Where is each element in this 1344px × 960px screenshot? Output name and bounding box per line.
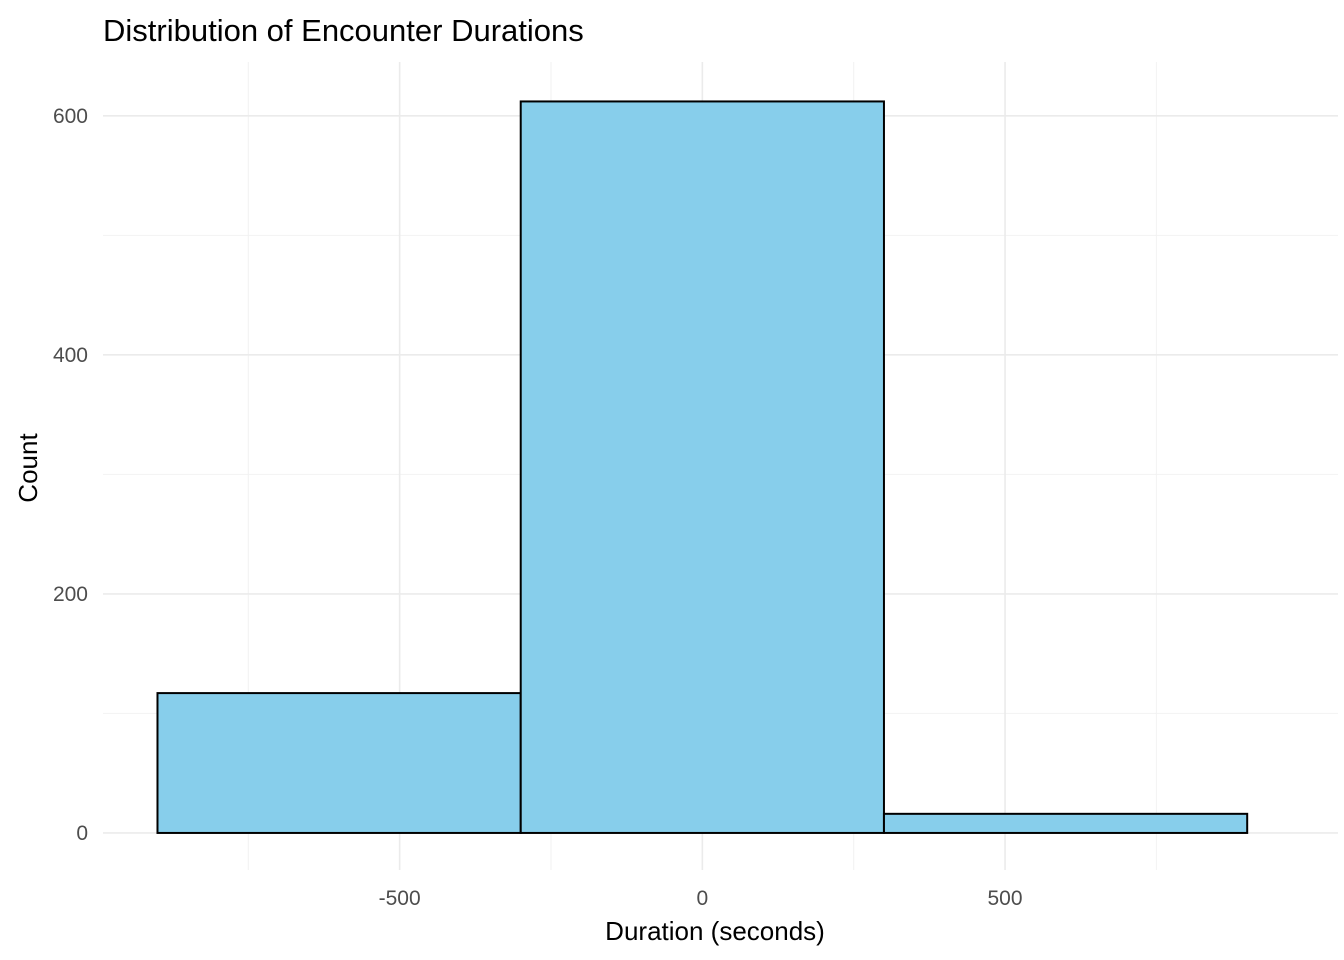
histogram-bar (882, 812, 1249, 834)
histogram-bar (156, 692, 522, 834)
x-tick-label: 500 (988, 887, 1023, 910)
chart-title: Distribution of Encounter Durations (103, 13, 584, 48)
y-tick-label: 200 (53, 583, 88, 606)
x-axis-title: Duration (seconds) (605, 916, 825, 946)
y-axis-title: Count (13, 433, 43, 503)
x-tick-label: 0 (696, 887, 708, 910)
y-tick-label: 400 (53, 344, 88, 367)
y-tick-label: 0 (76, 822, 88, 845)
tick-labels: 0 200 400 600 -500 0 500 (53, 105, 1023, 910)
histogram-bars (156, 100, 1249, 834)
x-tick-label: -500 (379, 887, 421, 910)
y-tick-label: 600 (53, 105, 88, 128)
histogram-bar (519, 100, 885, 834)
